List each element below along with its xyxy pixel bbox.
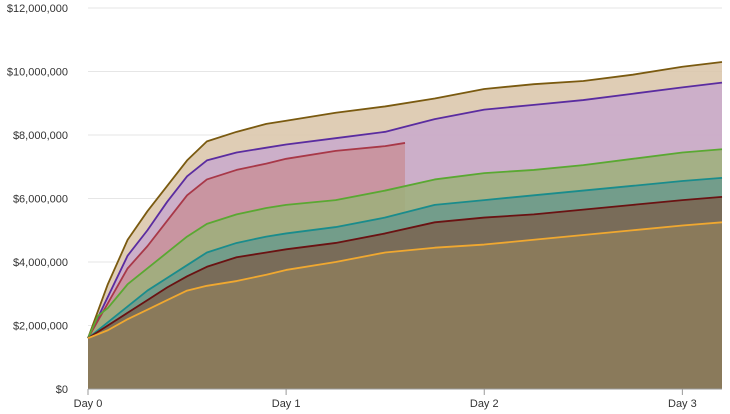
y-tick-label: $0 bbox=[56, 384, 68, 396]
axes bbox=[87, 388, 722, 395]
y-tick-label: $10,000,000 bbox=[7, 67, 68, 79]
series-area-7[interactable] bbox=[88, 222, 722, 389]
series-line-4[interactable] bbox=[87, 148, 723, 339]
x-tick-label: Day 0 bbox=[74, 398, 103, 410]
series-line-7[interactable] bbox=[87, 221, 723, 340]
y-tick-label: $6,000,000 bbox=[13, 194, 68, 206]
y-tick-labels: $0 $2,000,000 $4,000,000 $6,000,000 $8,000,0… bbox=[7, 3, 68, 396]
y-tick-label: $4,000,000 bbox=[13, 257, 68, 269]
x-tick-label: Day 3 bbox=[668, 398, 697, 410]
series-areas bbox=[88, 61, 722, 390]
y-tick-label: $8,000,000 bbox=[13, 130, 68, 142]
x-tick-labels: Day 0 Day 1 Day 2 Day 3 bbox=[74, 398, 697, 410]
series-line-6[interactable] bbox=[87, 196, 723, 339]
series-line-2[interactable] bbox=[87, 81, 723, 339]
series-line-5[interactable] bbox=[87, 176, 723, 339]
series-line-3[interactable] bbox=[87, 142, 406, 339]
series-lines bbox=[87, 61, 723, 340]
series-line-1[interactable] bbox=[87, 61, 723, 339]
y-tick-label: $2,000,000 bbox=[13, 321, 68, 333]
y-tick-label: $12,000,000 bbox=[7, 3, 68, 15]
x-tick-label: Day 1 bbox=[272, 398, 301, 410]
x-tick-label: Day 2 bbox=[470, 398, 499, 410]
